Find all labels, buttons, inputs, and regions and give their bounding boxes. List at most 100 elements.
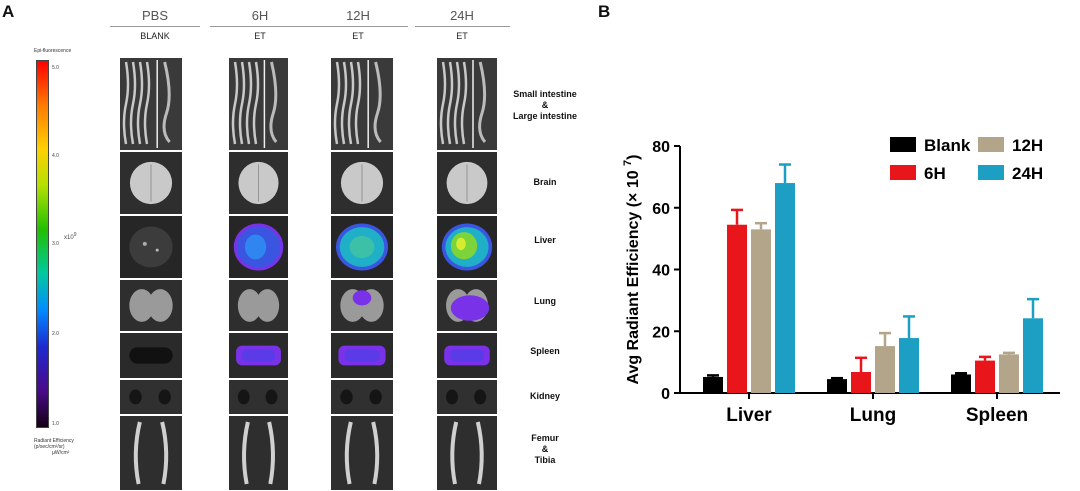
colorbar-tick: 2.0 (52, 331, 59, 337)
organ-label-line: Brain (533, 176, 557, 187)
colorbar-tick: 5.0 (52, 65, 59, 71)
organ-label-line: & (541, 99, 549, 110)
x-tick-label: Liver (726, 405, 772, 426)
column-title: 24H (450, 8, 474, 23)
legend-swatch (978, 165, 1004, 180)
organ-image (331, 216, 393, 278)
organ-label-line: Liver (534, 234, 556, 245)
y-axis-label-text: Avg Radiant Efficiency (× 10 (625, 166, 642, 385)
organ-image (229, 280, 288, 331)
organ-image (229, 216, 288, 278)
y-axis-label-close: ) (625, 154, 642, 159)
organ-image (120, 416, 182, 490)
bar (775, 183, 795, 393)
y-axis-label: Avg Radiant Efficiency (× 10 7) (622, 154, 642, 384)
legend-label: 24H (1012, 164, 1043, 183)
column-header: 24H ET (414, 8, 510, 41)
legend-swatch (890, 137, 916, 152)
x-tick-label: Lung (850, 405, 896, 426)
organ-image (437, 58, 497, 150)
organ-label: Small intestine & Large intestine (506, 89, 584, 122)
organ-image (437, 152, 497, 214)
bar (999, 354, 1019, 393)
organ-image (120, 380, 182, 414)
legend-swatch (978, 137, 1004, 152)
organ-label-line: & (541, 443, 549, 454)
column-subtitle: BLANK (140, 31, 170, 41)
bar (851, 372, 871, 393)
organ-label-line: Small intestine (513, 88, 577, 99)
organ-image (331, 380, 393, 414)
bar (1023, 318, 1043, 393)
organ-image (437, 280, 497, 331)
legend-label: Blank (924, 136, 971, 155)
organ-image (331, 280, 393, 331)
organ-image (229, 333, 288, 378)
column-header: 6H ET (210, 8, 310, 41)
organ-image (120, 152, 182, 214)
organ-label-line: Tibia (534, 454, 556, 465)
column-title: 6H (251, 8, 269, 23)
organ-label: Spleen (506, 346, 584, 357)
organ-image (120, 333, 182, 378)
column-divider (210, 26, 310, 27)
organ-image (437, 416, 497, 490)
y-axis-label-power: 7 (622, 160, 634, 166)
panel-b-letter: B (598, 2, 611, 21)
organ-image (120, 58, 182, 150)
y-tick-label: 80 (652, 139, 670, 156)
bar (951, 374, 971, 393)
bar (975, 360, 995, 393)
column-divider (308, 26, 408, 27)
panel-a-letter: A (2, 2, 15, 21)
organ-label: Kidney (506, 391, 584, 402)
organ-image (229, 58, 288, 150)
colorbar-tick: 4.0 (52, 153, 59, 159)
column-divider (414, 26, 510, 27)
x-tick-label: Spleen (966, 405, 1028, 426)
y-tick-label: 60 (652, 201, 670, 218)
organ-image (331, 333, 393, 378)
bar (703, 376, 723, 393)
colorbar-tick: 1.0 (52, 421, 59, 427)
y-tick-label: 0 (661, 386, 670, 403)
colorbar-tick: 3.0 (52, 241, 59, 247)
column-subtitle: ET (352, 31, 364, 41)
organ-label: Liver (506, 235, 584, 246)
organ-label: Brain (506, 177, 584, 188)
y-tick-label: 40 (652, 263, 670, 280)
organ-label-line: Spleen (530, 345, 560, 356)
column-subtitle: ET (254, 31, 266, 41)
column-header: 12H ET (308, 8, 408, 41)
column-header: PBS BLANK (110, 8, 200, 41)
organ-image (437, 380, 497, 414)
legend-label: 12H (1012, 136, 1043, 155)
organ-image (331, 58, 393, 150)
column-subtitle: ET (456, 31, 468, 41)
organ-image (331, 416, 393, 490)
colorbar-unit: Radiant Efficiency (p/sec/cm²/sr) µW/cm² (34, 438, 74, 456)
column-title: 12H (346, 8, 370, 23)
organ-image (229, 380, 288, 414)
organ-image (120, 216, 182, 278)
legend-label: 6H (924, 164, 946, 183)
column-title: PBS (141, 8, 168, 23)
bar (751, 229, 771, 393)
colorbar-exponent: x109 (64, 232, 77, 241)
organ-image (229, 152, 288, 214)
organ-image (437, 216, 497, 278)
organ-label: Femur & Tibia (506, 433, 584, 466)
bar (827, 379, 847, 393)
organ-image (229, 416, 288, 490)
organ-image (120, 280, 182, 331)
bar-chart: 0 20 40 60 80 Avg Radiant Efficiency (× 10 7)… (622, 136, 1060, 426)
y-tick-label: 20 (652, 324, 670, 341)
organ-label-line: Femur (531, 432, 559, 443)
bar (875, 346, 895, 393)
organ-image (437, 333, 497, 378)
bar (727, 224, 747, 393)
column-divider (110, 26, 200, 27)
organ-label-line: Large intestine (512, 110, 577, 121)
organ-label-line: Kidney (529, 390, 560, 401)
organ-image (331, 152, 393, 214)
